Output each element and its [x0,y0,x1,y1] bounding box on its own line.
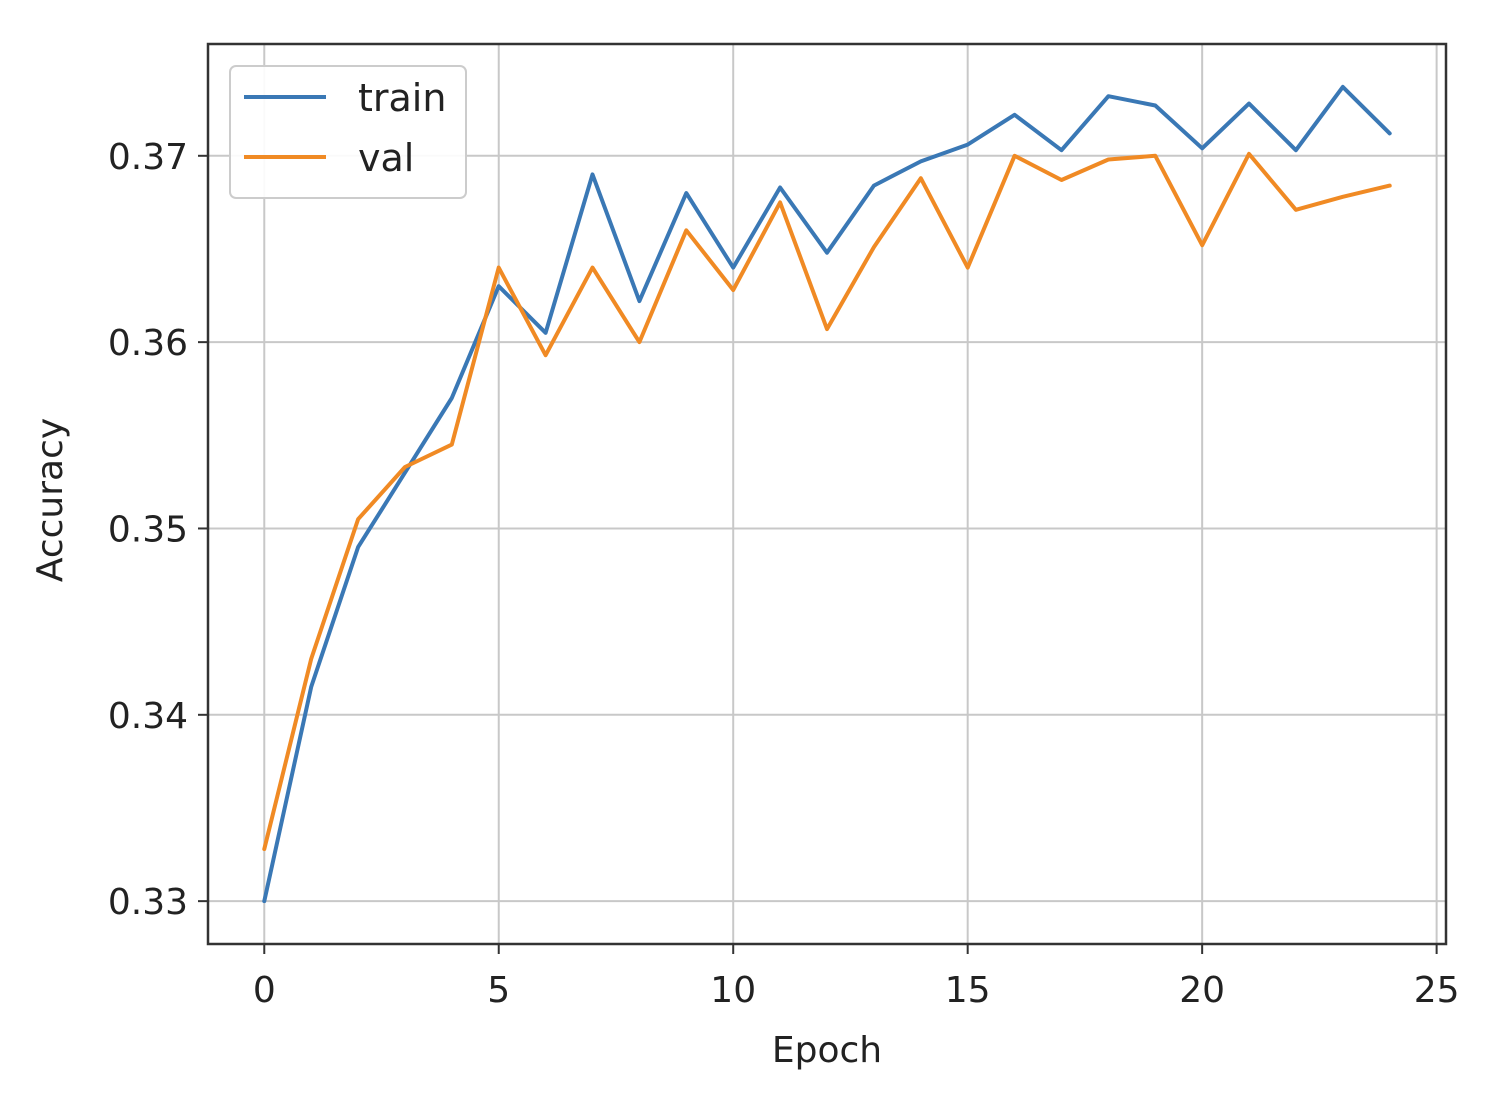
x-axis-label: Epoch [772,1030,882,1071]
x-tick-label: 5 [487,970,510,1011]
y-tick-label: 0.33 [108,882,188,923]
axis-ticks: 0 5 10 15 20 25 0.33 0.34 0.35 0.36 0.37 [108,137,1460,1011]
x-tick-label: 0 [253,970,276,1011]
x-tick-label: 20 [1179,970,1225,1011]
y-tick-label: 0.34 [108,696,188,737]
legend: train val [229,65,467,199]
plot-frame [206,42,1448,946]
x-tick-label: 25 [1414,970,1460,1011]
series-lines [262,84,1392,904]
y-axis-label: Accuracy [30,418,71,582]
series-line-val [262,151,1392,851]
legend-label-val: val [358,136,414,180]
x-tick-label: 15 [945,970,991,1011]
y-tick-label: 0.35 [108,509,188,550]
y-tick-label: 0.37 [108,137,188,178]
x-tick-label: 10 [710,970,756,1011]
series-line-train [262,84,1392,904]
legend-label-train: train [358,76,446,120]
y-tick-label: 0.36 [108,323,188,364]
